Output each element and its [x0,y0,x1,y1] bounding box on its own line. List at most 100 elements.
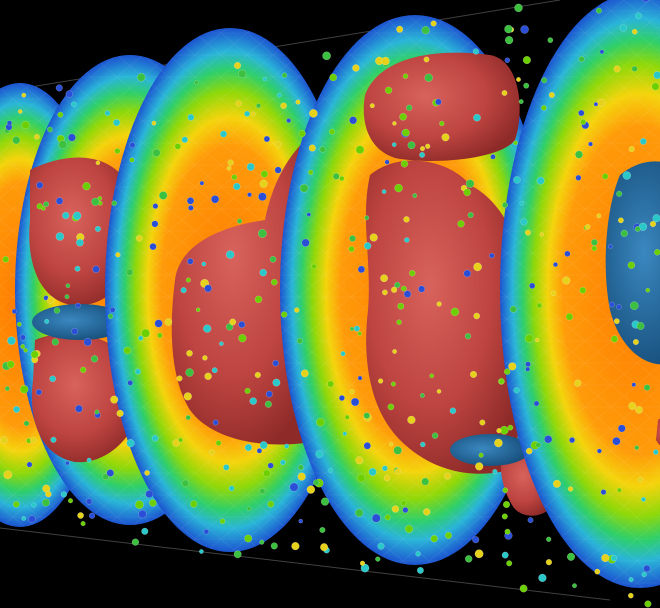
particle [504,57,511,64]
particle [215,440,222,446]
particle [436,389,442,394]
particle [548,91,555,99]
particle [67,133,76,142]
particle [544,435,553,444]
particle [536,176,545,185]
particle [654,249,660,256]
particle [244,110,251,117]
particle [74,404,83,413]
particle [55,197,64,205]
particle [21,515,27,521]
particle [49,375,57,383]
particle [157,332,163,339]
particle [144,470,150,476]
particle [504,24,513,34]
particle [193,80,199,85]
particle [377,542,385,550]
particle [97,195,103,201]
particle [339,175,345,182]
particle [651,82,660,91]
particle [419,146,426,152]
particle [129,142,136,149]
particle [634,445,640,451]
particle [259,268,267,277]
particle [141,328,151,338]
particle [186,197,195,205]
particle [348,245,355,253]
particle [349,116,358,125]
particle [340,351,346,357]
particle [13,405,21,413]
particle [309,109,318,118]
particle [297,472,306,481]
particle [490,154,496,160]
particle [270,542,278,550]
particle [36,203,43,210]
particle [381,189,387,194]
particle [298,129,306,138]
particle [377,378,384,384]
particle [259,488,266,495]
particle [363,242,372,250]
particle [236,218,243,224]
particle [635,12,642,20]
particle [467,211,474,219]
particle [263,135,271,143]
particle [41,498,50,507]
particle [71,327,79,335]
particle [641,571,647,578]
particle [429,373,435,379]
particle [338,394,345,402]
particle [269,255,277,263]
particle [342,431,348,436]
particle [596,213,602,219]
particle [627,261,636,269]
particle [31,502,37,508]
particle [190,500,198,508]
particle [546,536,552,542]
particle [392,121,397,126]
particle [578,56,585,63]
particle [509,305,517,313]
particle [212,419,219,426]
particle [104,110,111,117]
particle [116,409,124,418]
particle [620,229,628,238]
particle [201,261,207,267]
particle [472,48,480,55]
particle [126,439,135,448]
particle [238,321,246,329]
particle [489,252,495,259]
particle [525,447,533,455]
particle [444,531,453,539]
particle [435,98,442,106]
particle [520,218,528,226]
particle [564,250,571,257]
particle [407,141,416,150]
particle [20,344,26,349]
particle [506,560,513,567]
particle [238,69,247,78]
particle [57,111,64,118]
particle [628,146,635,153]
particle [396,25,404,33]
particle [141,527,149,535]
particle [65,460,70,466]
particle [388,442,394,447]
particle [593,101,599,107]
particle [403,216,410,223]
particle [219,518,226,525]
particle [423,508,431,516]
particle [297,464,304,471]
particle [44,318,50,324]
particle [306,485,316,494]
particle [617,217,624,224]
particle [281,72,288,79]
particle [384,514,391,521]
particle [90,355,99,363]
particle [391,142,397,147]
particle [299,183,309,193]
particle [262,76,268,82]
